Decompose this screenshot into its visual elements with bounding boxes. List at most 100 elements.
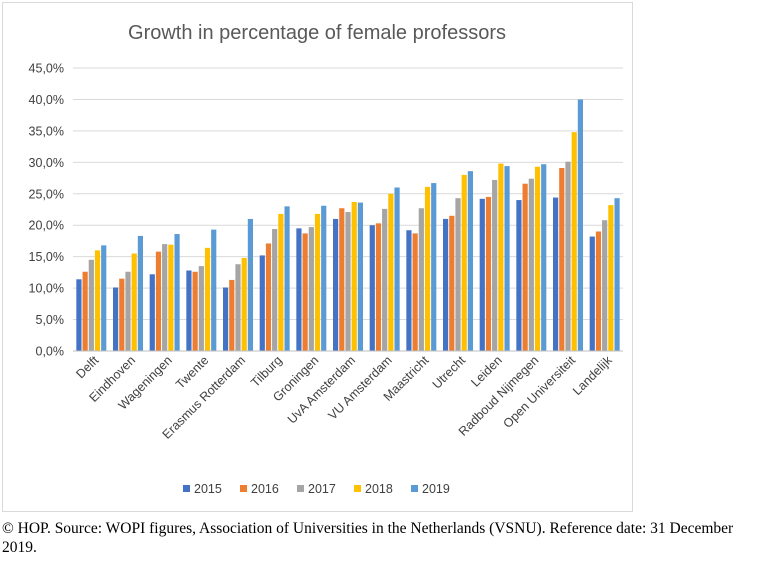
- bar-2019-erasmus-rotterdam: [247, 218, 253, 351]
- bar-2015-maastricht: [406, 230, 412, 351]
- bar-2015-delft: [76, 279, 82, 351]
- legend-label: 2016: [251, 482, 279, 496]
- bar-2018-utrecht: [461, 174, 467, 351]
- bars: [76, 99, 620, 351]
- bar-2018-wageningen: [168, 244, 174, 351]
- bar-2018-maastricht: [424, 186, 431, 351]
- legend-swatch-2017: [297, 485, 304, 492]
- legend-swatch-2018: [354, 485, 361, 492]
- y-tick-label: 30,0%: [29, 156, 64, 170]
- bar-2015-landelijk: [589, 236, 595, 351]
- bar-2019-landelijk: [614, 198, 620, 351]
- bar-2016-radboud-nijmegen: [522, 183, 528, 351]
- bar-2017-landelijk: [602, 220, 608, 351]
- bar-2019-leiden: [504, 166, 510, 351]
- bar-2015-open-universiteit: [553, 197, 559, 351]
- bar-2016-utrecht: [449, 215, 455, 351]
- legend-swatch-2016: [240, 485, 247, 492]
- x-tick-label: Utrecht: [430, 353, 469, 392]
- bar-2018-eindhoven: [131, 253, 137, 351]
- source-caption: © HOP. Source: WOPI figures, Association…: [2, 520, 734, 556]
- bar-2019-maastricht: [431, 183, 437, 351]
- y-tick-label: 40,0%: [29, 93, 64, 107]
- legend-swatch-2015: [183, 485, 190, 492]
- x-tick-label: VU Amsterdam: [325, 353, 394, 422]
- bar-2019-open-universiteit: [577, 99, 583, 351]
- y-tick-label: 10,0%: [29, 282, 64, 296]
- bar-2018-leiden: [498, 163, 504, 351]
- x-tick-label: Landelijk: [570, 353, 615, 398]
- bar-2019-vu-amsterdam: [394, 187, 400, 351]
- y-axis-ticks: 0,0% 5,0% 10,0% 15,0% 20,0% 25,0% 30,0% 35,0% 40…: [29, 62, 64, 359]
- bar-2016-groningen: [302, 233, 308, 351]
- y-tick-label: 5,0%: [36, 313, 65, 327]
- bar-2016-landelijk: [595, 231, 602, 351]
- bar-2017-radboud-nijmegen: [528, 178, 534, 351]
- bar-2016-uva-amsterdam: [339, 208, 345, 351]
- bar-2018-twente: [204, 247, 211, 351]
- bar-2016-erasmus-rotterdam: [229, 279, 235, 351]
- y-tick-label: 35,0%: [29, 124, 64, 138]
- bar-2015-vu-amsterdam: [369, 225, 375, 351]
- bar-2019-eindhoven: [137, 235, 143, 351]
- bar-2018-erasmus-rotterdam: [241, 257, 247, 351]
- bar-2015-twente: [186, 270, 192, 351]
- legend-swatch-2019: [411, 485, 418, 492]
- bar-2019-uva-amsterdam: [357, 202, 363, 351]
- bar-2018-landelijk: [608, 205, 614, 351]
- bar-2019-twente: [211, 229, 217, 351]
- legend: 2015 2016 2017 2018 2019: [183, 482, 450, 496]
- bar-2017-delft: [88, 259, 94, 351]
- bar-2017-uva-amsterdam: [345, 212, 351, 351]
- y-tick-label: 0,0%: [36, 345, 65, 359]
- bar-2017-eindhoven: [125, 271, 131, 351]
- bar-2018-tilburg: [278, 213, 284, 351]
- y-tick-label: 25,0%: [29, 187, 64, 201]
- bar-2019-utrecht: [467, 171, 473, 351]
- bar-2015-groningen: [296, 228, 302, 351]
- bar-2016-delft: [82, 271, 88, 351]
- bar-2018-radboud-nijmegen: [534, 166, 541, 351]
- bar-2019-delft: [101, 245, 107, 351]
- bar-2015-utrecht: [443, 218, 449, 351]
- bar-2018-groningen: [314, 213, 321, 351]
- bar-2019-radboud-nijmegen: [541, 164, 547, 351]
- legend-label: 2018: [365, 482, 393, 496]
- bar-2019-groningen: [321, 205, 327, 351]
- bar-2016-vu-amsterdam: [375, 223, 382, 351]
- bar-2016-twente: [192, 271, 198, 351]
- chart-title: Growth in percentage of female professor…: [128, 22, 506, 44]
- bar-2015-radboud-nijmegen: [516, 200, 522, 351]
- bar-2017-leiden: [492, 179, 498, 351]
- y-tick-label: 15,0%: [29, 250, 64, 264]
- bar-2017-groningen: [308, 227, 314, 351]
- bar-chart: Growth in percentage of female professor…: [29, 22, 623, 496]
- bar-2018-vu-amsterdam: [388, 193, 394, 351]
- bar-2016-leiden: [485, 196, 492, 351]
- bar-2017-utrecht: [455, 198, 461, 351]
- y-tick-label: 45,0%: [29, 62, 64, 76]
- bar-2016-tilburg: [265, 243, 272, 351]
- x-tick-label: Delft: [73, 353, 101, 381]
- bar-2017-erasmus-rotterdam: [235, 264, 241, 351]
- bar-2017-vu-amsterdam: [382, 208, 388, 351]
- bar-2016-maastricht: [412, 233, 418, 351]
- bar-2018-delft: [94, 250, 101, 351]
- y-tick-label: 20,0%: [29, 219, 64, 233]
- bar-2019-wageningen: [174, 234, 180, 351]
- bar-2017-wageningen: [162, 244, 168, 351]
- bar-2016-open-universiteit: [559, 167, 565, 351]
- bar-2017-maastricht: [418, 208, 424, 351]
- bar-2015-wageningen: [149, 274, 155, 351]
- bar-2018-open-universiteit: [571, 132, 577, 351]
- bar-2016-eindhoven: [119, 278, 125, 351]
- bar-2019-tilburg: [284, 206, 290, 351]
- legend-label: 2017: [308, 482, 336, 496]
- bar-2015-tilburg: [259, 255, 265, 351]
- bar-2018-uva-amsterdam: [351, 201, 357, 351]
- bar-2015-erasmus-rotterdam: [223, 287, 229, 351]
- bar-2017-tilburg: [272, 228, 278, 351]
- bar-2015-uva-amsterdam: [333, 218, 339, 351]
- legend-label: 2015: [194, 482, 222, 496]
